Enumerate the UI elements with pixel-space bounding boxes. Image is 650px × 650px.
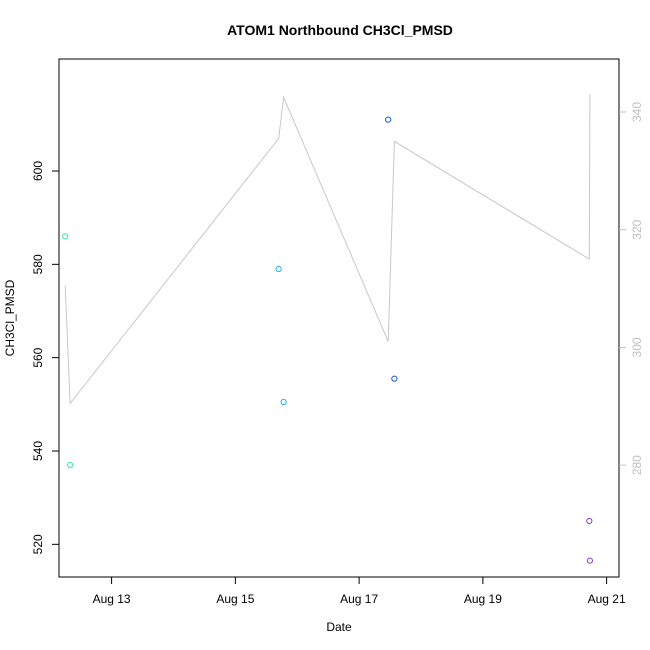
data-point	[67, 461, 74, 469]
x-tick-label: Aug 15	[216, 592, 254, 606]
x-axis: Aug 13 Aug 15 Aug 17 Aug 19 Aug 21	[93, 577, 626, 606]
y-tick-label: 580	[31, 254, 45, 274]
data-point	[275, 265, 282, 273]
x-axis-label: Date	[326, 620, 352, 634]
data-point	[280, 398, 287, 406]
y-axis-right: 280 300 320 340	[619, 102, 644, 475]
series-line	[64, 94, 591, 405]
y-tick-label: 600	[31, 161, 45, 181]
plot-area-frame	[58, 58, 620, 578]
x-tick-label: Aug 21	[588, 592, 626, 606]
data-point	[586, 517, 593, 525]
data-point	[62, 233, 69, 240]
y-tick-label: 520	[31, 534, 45, 554]
y2-tick-label: 280	[630, 455, 644, 475]
series-line-layer	[64, 94, 591, 405]
y-axis-left: 520 540 560 580 600	[31, 161, 59, 554]
data-point	[391, 375, 398, 382]
data-point	[385, 116, 392, 123]
data-points-layer	[62, 116, 594, 564]
y-tick-label: 540	[31, 441, 45, 461]
y-axis-label: CH3Cl_PMSD	[3, 279, 17, 356]
chart-title: ATOM1 Northbound CH3Cl_PMSD	[227, 22, 453, 38]
y2-tick-label: 320	[630, 219, 644, 239]
x-tick-label: Aug 19	[464, 592, 502, 606]
y-tick-label: 560	[31, 347, 45, 367]
y2-tick-label: 340	[630, 102, 644, 122]
data-point	[586, 557, 594, 564]
x-tick-label: Aug 17	[340, 592, 378, 606]
x-tick-label: Aug 13	[93, 592, 131, 606]
y2-tick-label: 300	[630, 337, 644, 357]
